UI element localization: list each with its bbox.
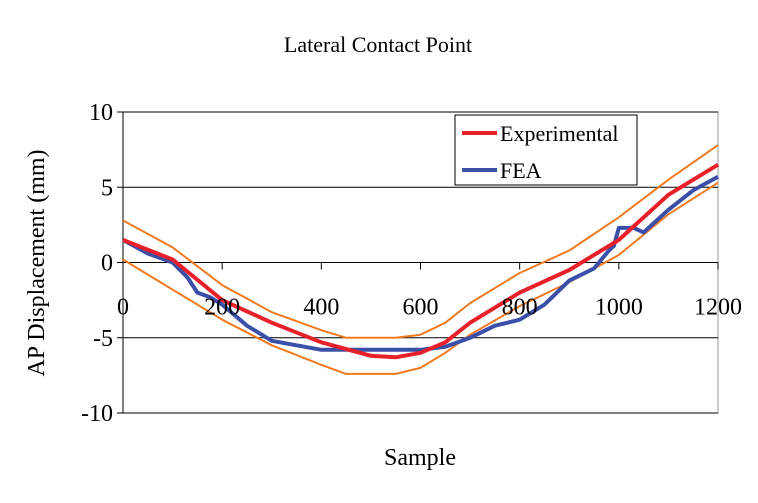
legend-label: FEA	[500, 158, 542, 183]
y-tick-label: -10	[81, 401, 113, 427]
x-axis-label: Sample	[384, 445, 456, 471]
x-tick-label: 400	[303, 295, 339, 321]
series-line-upper-bound	[122, 144, 719, 339]
x-tick-label: 1200	[694, 295, 742, 321]
y-tick-label: 10	[89, 100, 113, 126]
x-tick-label: 1000	[595, 295, 643, 321]
y-tick-label: 5	[101, 175, 113, 201]
series-line-fea	[122, 174, 719, 352]
y-tick-label: -5	[93, 326, 113, 352]
y-tick-label: 0	[101, 251, 113, 277]
x-tick-label: 0	[117, 295, 129, 321]
legend-label: Experimental	[500, 121, 619, 146]
legend: Experimental FEA	[454, 114, 638, 186]
y-axis-label: AP Displacement (mm)	[24, 149, 50, 376]
x-tick-label: 600	[403, 295, 439, 321]
series-line-lower-bound	[122, 181, 719, 375]
series-line-experimental	[122, 162, 720, 360]
x-tick-label: 800	[502, 295, 538, 321]
chart-title: Lateral Contact Point	[284, 32, 472, 57]
x-tick-label: 200	[204, 295, 240, 321]
